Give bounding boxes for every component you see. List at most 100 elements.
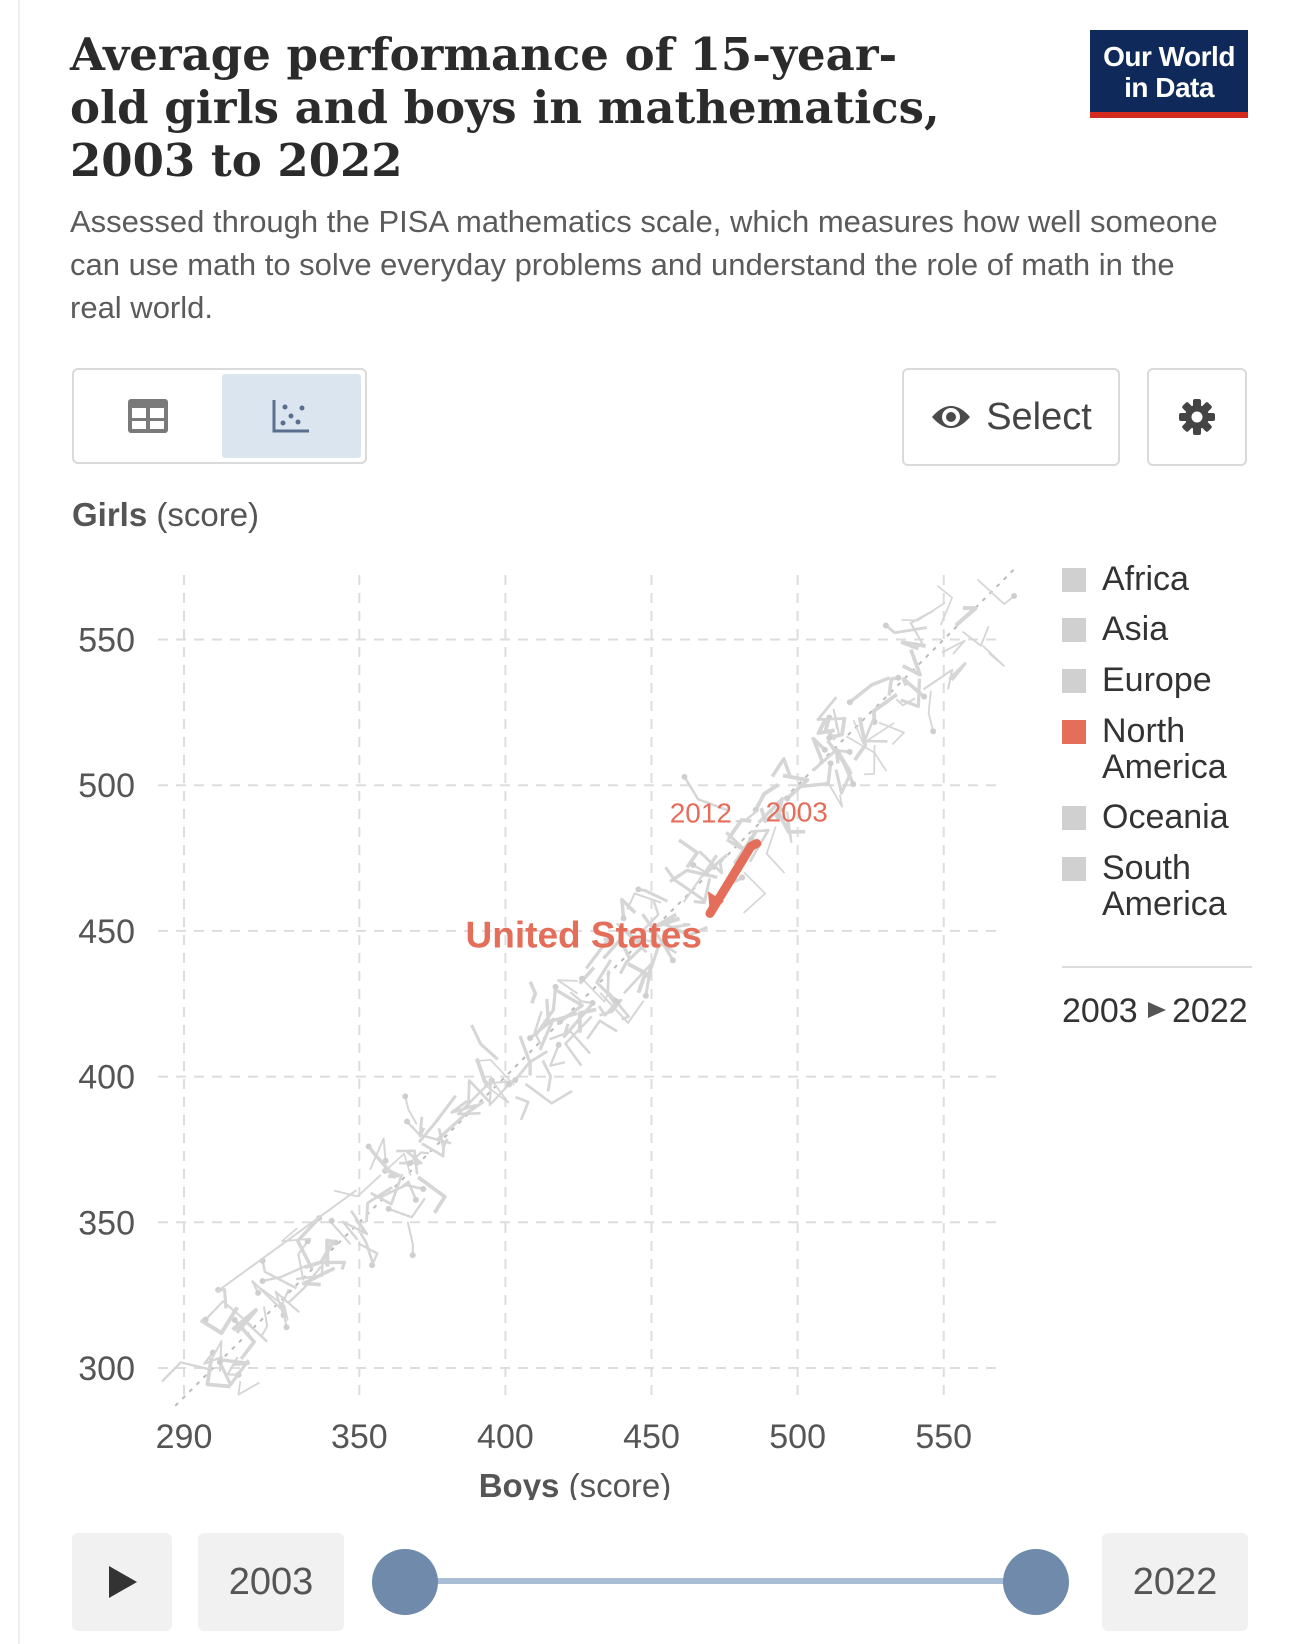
timeline-end-label[interactable]: 2022 [1102, 1533, 1248, 1631]
owid-logo[interactable]: Our World in Data [1090, 30, 1248, 118]
background-path [654, 912, 681, 929]
background-point [412, 1196, 419, 1203]
background-point [369, 1262, 376, 1269]
legend-item[interactable]: Europe [1062, 661, 1212, 699]
background-path [581, 978, 609, 1003]
background-path [834, 769, 853, 795]
background-path [483, 1080, 510, 1104]
legend-item[interactable]: South America [1062, 849, 1227, 923]
legend-label: Europe [1102, 661, 1212, 699]
background-path [863, 745, 876, 776]
background-path [564, 1015, 593, 1067]
background-point [259, 1277, 266, 1284]
background-path [765, 826, 786, 874]
background-path [885, 624, 927, 635]
background-path [474, 1057, 493, 1088]
background-path [388, 1197, 426, 1219]
timeline-start-label[interactable]: 2003 [198, 1533, 344, 1631]
background-path [488, 1078, 510, 1107]
background-path [748, 828, 770, 863]
background-path [770, 757, 792, 778]
view-toggle [72, 368, 367, 464]
background-path [287, 1265, 322, 1304]
legend-item[interactable]: Asia [1062, 610, 1168, 648]
background-path [297, 1240, 309, 1281]
background-path [901, 677, 926, 699]
background-path [981, 644, 1005, 667]
x-tick-label: 500 [769, 1418, 826, 1456]
background-path [671, 922, 691, 929]
table-view-button[interactable] [78, 374, 218, 458]
background-path [871, 692, 898, 723]
background-path [759, 807, 781, 824]
play-icon [109, 1566, 137, 1598]
background-point [420, 1186, 427, 1193]
background-path [641, 913, 675, 962]
background-country-paths [161, 578, 1018, 1396]
background-path [927, 690, 935, 732]
background-path [406, 1221, 414, 1256]
eye-icon [932, 406, 971, 428]
background-path [735, 809, 758, 823]
united-states-series[interactable]: United States 2012 2003 [466, 796, 828, 955]
legend-time-range: 2003 2022 [1062, 992, 1248, 1030]
legend-time-start: 2003 [1062, 992, 1138, 1030]
background-path [961, 625, 990, 647]
x-axis-label: Boys (score) [479, 1467, 672, 1500]
timeline-start-handle[interactable] [372, 1549, 438, 1615]
background-path [895, 697, 916, 707]
background-path [470, 1024, 499, 1061]
background-point [404, 1118, 411, 1125]
background-point [639, 928, 646, 935]
timeline-end-handle[interactable] [1003, 1549, 1069, 1615]
background-path [948, 662, 967, 682]
background-path [365, 1185, 393, 1223]
background-point [669, 957, 676, 964]
background-path [941, 639, 966, 655]
background-path [210, 1340, 223, 1372]
background-path [701, 853, 728, 878]
background-path [541, 1059, 553, 1092]
settings-button[interactable] [1147, 368, 1247, 466]
legend-swatch [1062, 568, 1086, 592]
background-path [618, 944, 645, 975]
background-path [828, 716, 847, 740]
play-button[interactable] [72, 1533, 172, 1631]
background-path [826, 739, 855, 785]
select-entities-button[interactable]: Select [902, 368, 1120, 466]
background-path [369, 1137, 387, 1171]
background-path [450, 1099, 477, 1114]
background-path [251, 1280, 286, 1313]
background-path [853, 717, 868, 762]
legend-time-end: 2022 [1172, 992, 1248, 1030]
background-point [895, 674, 902, 681]
page-edge [18, 0, 20, 1644]
background-point [620, 915, 627, 922]
legend-item[interactable]: Oceania [1062, 798, 1229, 836]
united-states-path[interactable] [705, 838, 762, 918]
background-point [283, 1324, 290, 1331]
background-path [274, 1290, 300, 1316]
legend-item[interactable]: Africa [1062, 560, 1189, 598]
background-path [976, 578, 1015, 605]
background-point [409, 1252, 416, 1259]
logo-line-1: Our World [1103, 41, 1235, 72]
background-path [641, 900, 660, 933]
background-path [333, 1174, 382, 1198]
background-path [900, 640, 926, 651]
background-path [218, 1359, 250, 1387]
background-path [693, 878, 712, 905]
chart-view-button[interactable] [221, 374, 361, 458]
background-path [878, 721, 905, 746]
legend-item[interactable]: North America [1062, 712, 1227, 786]
united-states-label: United States [466, 914, 702, 955]
background-path [811, 736, 827, 764]
background-path [664, 866, 706, 903]
background-path [408, 1151, 430, 1165]
x-tick-label: 290 [156, 1418, 213, 1456]
legend-swatch [1062, 806, 1086, 830]
background-path [199, 1306, 239, 1336]
timeline-track[interactable] [405, 1578, 1035, 1584]
background-point [882, 622, 889, 629]
background-path [852, 719, 895, 745]
